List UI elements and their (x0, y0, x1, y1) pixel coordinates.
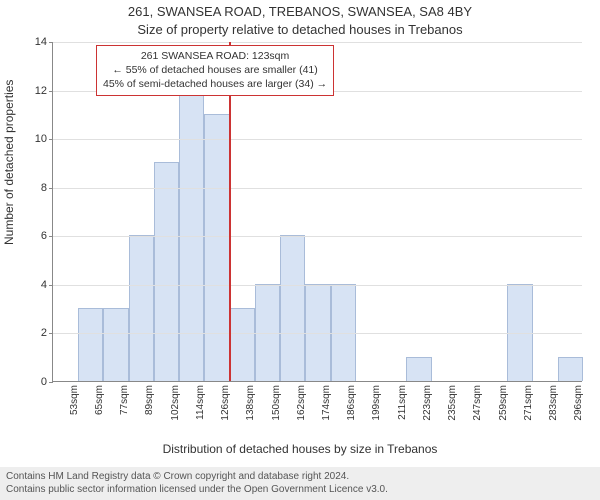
attribution-footer: Contains HM Land Registry data © Crown c… (0, 467, 600, 500)
gridline (53, 236, 582, 237)
x-tick-label: 271sqm (523, 385, 534, 421)
histogram-bar (78, 308, 103, 381)
histogram-bar (305, 284, 330, 381)
x-tick-label: 199sqm (371, 385, 382, 421)
x-tick-label: 247sqm (472, 385, 483, 421)
y-tick-label: 12 (35, 85, 47, 97)
footer-line-2: Contains public sector information licen… (6, 484, 594, 497)
x-tick-label: 235sqm (447, 385, 458, 421)
x-tick-label: 211sqm (397, 385, 408, 420)
gridline (53, 139, 582, 140)
histogram-bar (230, 308, 255, 381)
y-tick-mark (49, 333, 53, 334)
y-tick-label: 14 (35, 36, 47, 48)
x-tick-label: 296sqm (573, 385, 584, 421)
property-size-chart: 261, SWANSEA ROAD, TREBANOS, SWANSEA, SA… (0, 0, 600, 500)
histogram-bar (255, 284, 280, 381)
plot-area: 0246810121453sqm65sqm77sqm89sqm102sqm114… (52, 42, 582, 382)
x-tick-label: 102sqm (170, 385, 181, 421)
histogram-bar (103, 308, 128, 381)
chart-title-subtitle: Size of property relative to detached ho… (0, 22, 600, 37)
y-tick-mark (49, 139, 53, 140)
y-tick-mark (49, 285, 53, 286)
callout-line-1: 261 SWANSEA ROAD: 123sqm (103, 49, 327, 63)
x-tick-label: 186sqm (346, 385, 357, 421)
histogram-bar (154, 162, 179, 381)
x-tick-label: 283sqm (548, 385, 559, 421)
x-tick-label: 223sqm (422, 385, 433, 421)
y-axis-label: Number of detached properties (2, 80, 16, 245)
x-tick-label: 77sqm (119, 385, 130, 415)
gridline (53, 333, 582, 334)
footer-line-1: Contains HM Land Registry data © Crown c… (6, 471, 594, 484)
histogram-bar (204, 114, 229, 381)
x-tick-label: 65sqm (94, 385, 105, 415)
histogram-bar (280, 235, 305, 381)
y-tick-mark (49, 236, 53, 237)
histogram-bar (129, 235, 154, 381)
x-tick-label: 259sqm (498, 385, 509, 421)
histogram-bar (179, 90, 204, 381)
x-tick-label: 138sqm (245, 385, 256, 421)
histogram-bar (331, 284, 356, 381)
y-tick-label: 8 (41, 182, 47, 194)
x-tick-label: 126sqm (220, 385, 231, 421)
y-tick-label: 0 (41, 376, 47, 388)
y-tick-label: 4 (41, 279, 47, 291)
callout-line-3: 45% of semi-detached houses are larger (… (103, 77, 327, 91)
x-tick-label: 174sqm (321, 385, 332, 421)
y-tick-mark (49, 382, 53, 383)
y-tick-label: 10 (35, 133, 47, 145)
gridline (53, 285, 582, 286)
y-tick-mark (49, 91, 53, 92)
y-tick-label: 6 (41, 230, 47, 242)
x-tick-label: 162sqm (296, 385, 307, 421)
y-tick-label: 2 (41, 327, 47, 339)
x-tick-label: 89sqm (144, 385, 155, 415)
histogram-bar (558, 357, 583, 381)
x-tick-label: 53sqm (69, 385, 80, 415)
x-axis-label: Distribution of detached houses by size … (0, 442, 600, 456)
gridline (53, 42, 582, 43)
y-tick-mark (49, 42, 53, 43)
histogram-bar (507, 284, 532, 381)
property-callout: 261 SWANSEA ROAD: 123sqm← 55% of detache… (96, 45, 334, 96)
x-tick-label: 114sqm (195, 385, 206, 420)
chart-title-address: 261, SWANSEA ROAD, TREBANOS, SWANSEA, SA… (0, 4, 600, 19)
x-tick-label: 150sqm (271, 385, 282, 421)
y-tick-mark (49, 188, 53, 189)
callout-line-2: ← 55% of detached houses are smaller (41… (103, 63, 327, 77)
gridline (53, 188, 582, 189)
histogram-bar (406, 357, 431, 381)
